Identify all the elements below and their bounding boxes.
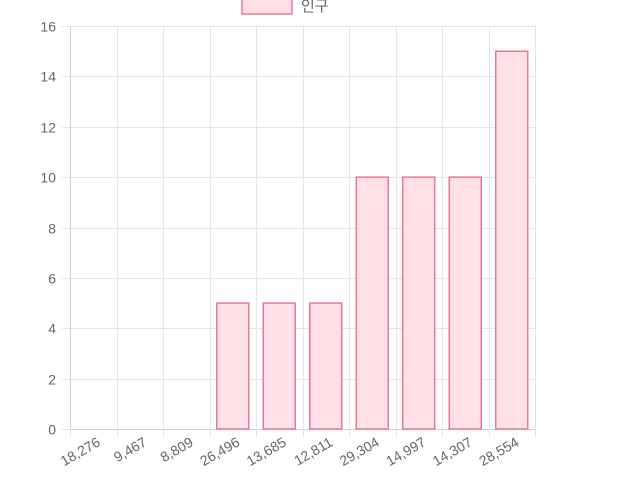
y-tick-label: 10: [40, 170, 56, 186]
bar[interactable]: [448, 176, 482, 430]
y-tick-label: 4: [48, 321, 56, 337]
bars: [216, 50, 529, 430]
x-tick-label: 18,276: [58, 434, 103, 469]
y-tick-labels: 0 2 4 6 8 10 12 14 16: [40, 19, 56, 438]
bar[interactable]: [495, 50, 529, 430]
y-tick-label: 6: [48, 271, 56, 287]
bar[interactable]: [216, 302, 250, 430]
legend-label: 인구: [301, 0, 329, 15]
bar[interactable]: [262, 302, 296, 430]
x-tick-label: 13,685: [244, 434, 289, 469]
y-tick-label: 14: [40, 69, 56, 85]
x-tick-label: 26,496: [197, 434, 242, 469]
axes: [62, 26, 536, 437]
legend-swatch: [241, 0, 293, 15]
x-tick-label: 14,307: [430, 434, 475, 469]
bar[interactable]: [355, 176, 389, 430]
y-tick-label: 16: [40, 19, 56, 35]
legend[interactable]: 인구: [241, 0, 329, 15]
grid-lines: [70, 26, 536, 430]
y-tick-label: 2: [48, 372, 56, 388]
x-tick-label: 28,554: [476, 434, 521, 469]
x-tick-label: 9,467: [111, 434, 150, 465]
y-tick-label: 8: [48, 221, 56, 237]
bar[interactable]: [309, 302, 343, 430]
x-tick-label: 29,304: [337, 434, 382, 469]
x-tick-label: 14,997: [383, 434, 428, 469]
bar[interactable]: [402, 176, 436, 430]
x-tick-label: 12,811: [291, 434, 335, 469]
y-tick-label: 12: [40, 120, 56, 136]
x-tick-labels: 18,276 9,467 8,809 26,496 13,685 12,811 29,304…: [58, 434, 522, 469]
y-tick-label: 0: [48, 422, 56, 438]
x-tick-label: 8,809: [157, 434, 196, 465]
